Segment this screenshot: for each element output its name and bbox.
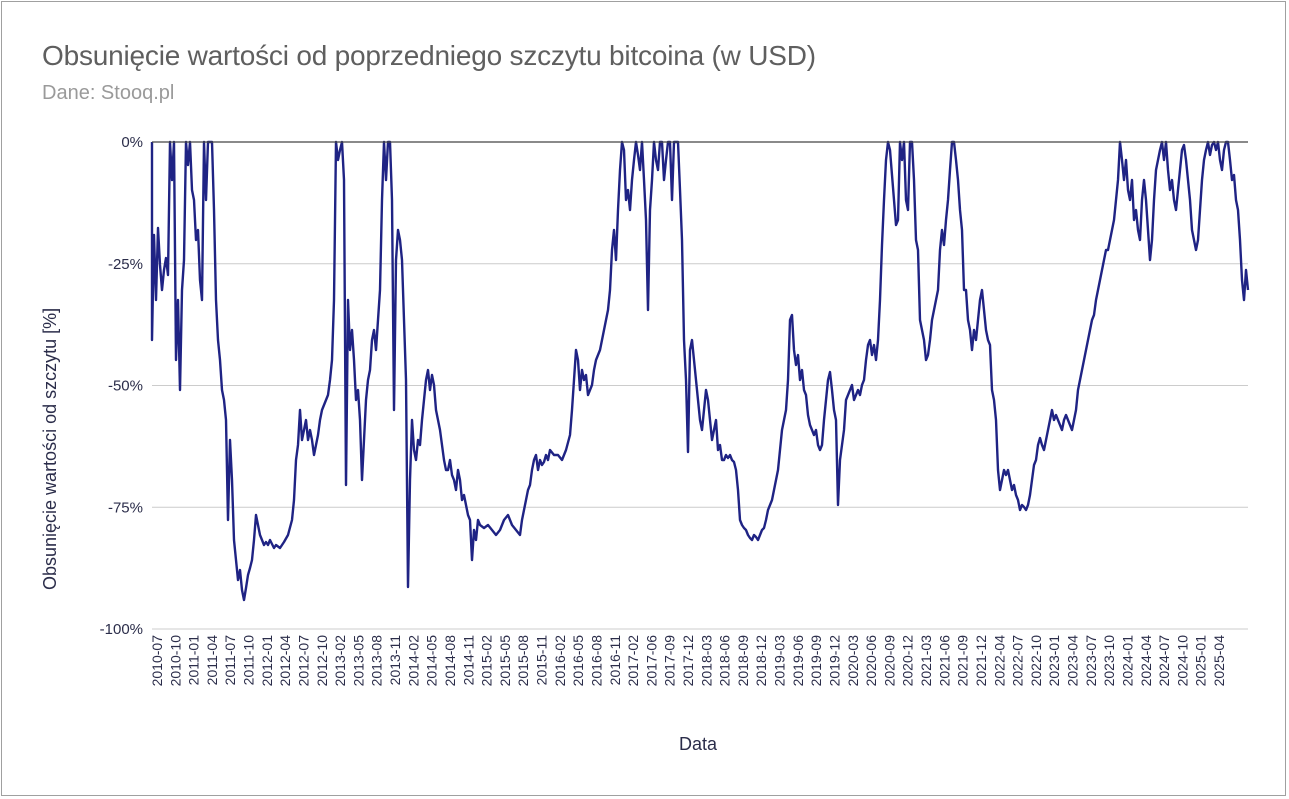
- x-tick-label: 2023-04: [1065, 635, 1081, 687]
- x-tick-label: 2022-07: [1010, 635, 1026, 687]
- chart-title: Obsunięcie wartości od poprzedniego szcz…: [42, 40, 816, 71]
- drawdown-series-line: [150, 140, 1250, 602]
- x-tick-label: 2023-07: [1083, 635, 1099, 687]
- x-tick-label: 2016-05: [570, 635, 586, 687]
- x-tick-label: 2010-10: [167, 635, 183, 687]
- x-tick-label: 2025-01: [1193, 635, 1209, 687]
- x-tick-label: 2014-05: [424, 635, 440, 687]
- x-tick-label: 2021-12: [973, 635, 989, 687]
- chart-subtitle: Dane: Stooq.pl: [42, 82, 175, 104]
- y-tick-label: -25%: [108, 256, 143, 273]
- x-tick-label: 2020-06: [863, 635, 879, 687]
- y-tick-label: -100%: [100, 621, 143, 638]
- x-tick-label: 2016-11: [607, 635, 623, 686]
- y-tick-label: -50%: [108, 378, 143, 395]
- x-tick-label: 2019-12: [826, 635, 842, 687]
- x-tick-label: 2023-10: [1101, 635, 1117, 687]
- x-tick-label: 2013-08: [369, 635, 385, 687]
- x-tick-label: 2021-09: [955, 635, 971, 687]
- y-axis-ticks: 0% -25% -50% -75% -100%: [100, 134, 143, 638]
- x-tick-label: 2017-06: [643, 635, 659, 687]
- x-tick-label: 2011-01: [186, 635, 202, 686]
- x-tick-label: 2012-07: [295, 635, 311, 687]
- x-tick-label: 2011-10: [241, 635, 257, 686]
- x-tick-label: 2022-10: [1028, 635, 1044, 687]
- x-tick-label: 2019-06: [790, 635, 806, 687]
- x-tick-label: 2025-04: [1211, 635, 1227, 687]
- x-tick-label: 2014-11: [460, 635, 476, 686]
- x-tick-label: 2024-10: [1174, 635, 1190, 687]
- x-tick-label: 2012-04: [277, 635, 293, 687]
- x-tick-label: 2018-12: [753, 635, 769, 687]
- x-tick-label: 2018-03: [698, 635, 714, 687]
- x-tick-label: 2011-07: [222, 635, 238, 686]
- x-tick-label: 2015-08: [515, 635, 531, 687]
- x-tick-label: 2010-07: [149, 635, 165, 687]
- x-tick-label: 2013-05: [350, 635, 366, 687]
- x-tick-label: 2020-12: [900, 635, 916, 687]
- x-tick-label: 2018-09: [735, 635, 751, 687]
- x-tick-label: 2014-08: [442, 635, 458, 687]
- x-tick-label: 2016-08: [588, 635, 604, 687]
- x-tick-label: 2019-09: [808, 635, 824, 687]
- x-tick-label: 2015-11: [534, 635, 550, 686]
- x-tick-label: 2013-11: [387, 635, 403, 686]
- x-axis-label: Data: [679, 734, 718, 754]
- x-tick-label: 2024-04: [1138, 635, 1154, 687]
- x-tick-label: 2024-07: [1156, 635, 1172, 687]
- x-tick-label: 2014-02: [405, 635, 421, 687]
- x-tick-label: 2019-03: [772, 635, 788, 687]
- x-tick-label: 2015-05: [497, 635, 513, 687]
- x-tick-label: 2017-09: [662, 635, 678, 687]
- x-tick-label: 2018-06: [717, 635, 733, 687]
- x-tick-label: 2012-01: [259, 635, 275, 687]
- x-tick-label: 2015-02: [479, 635, 495, 687]
- y-axis-label: Obsunięcie wartości od szczytu [%]: [40, 307, 60, 590]
- x-tick-label: 2021-03: [918, 635, 934, 687]
- y-tick-label: -75%: [108, 499, 143, 516]
- y-tick-label: 0%: [121, 134, 143, 151]
- x-axis-ticks: 2010-07 2010-10 2011-01 2011-04 2011-07 2011-…: [149, 635, 1227, 687]
- x-tick-label: 2011-04: [204, 635, 220, 686]
- x-tick-label: 2017-02: [625, 635, 641, 687]
- x-tick-label: 2021-06: [936, 635, 952, 687]
- x-tick-label: 2013-02: [332, 635, 348, 687]
- x-tick-label: 2016-02: [552, 635, 568, 687]
- x-tick-label: 2017-12: [680, 635, 696, 687]
- x-tick-label: 2022-04: [991, 635, 1007, 687]
- x-tick-label: 2023-01: [1046, 635, 1062, 687]
- x-tick-label: 2020-03: [845, 635, 861, 687]
- x-tick-label: 2012-10: [314, 635, 330, 687]
- x-tick-label: 2020-09: [881, 635, 897, 687]
- x-tick-label: 2024-01: [1119, 635, 1135, 687]
